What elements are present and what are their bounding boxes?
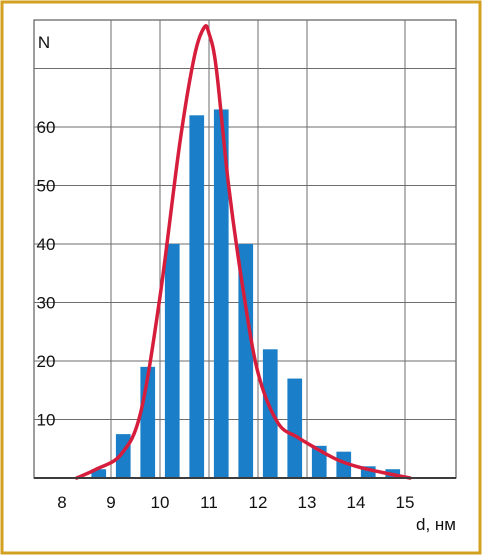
y-tick-label: 40 (37, 235, 56, 254)
histogram-bar (189, 115, 205, 479)
histogram-bar (164, 244, 180, 478)
histogram-bar (91, 469, 107, 478)
y-tick-label: 50 (37, 177, 56, 196)
y-axis-title: N (38, 33, 50, 52)
x-tick-label: 13 (298, 493, 317, 512)
y-axis-ticks: 10 20 30 40 50 60 (37, 118, 56, 430)
histogram-bar (336, 451, 352, 478)
x-tick-label: 9 (106, 493, 115, 512)
distribution-curve (74, 24, 412, 480)
x-tick-label: 11 (200, 493, 218, 512)
x-tick-label: 12 (249, 493, 268, 512)
y-tick-label: 10 (37, 411, 56, 430)
y-tick-label: 60 (37, 118, 56, 137)
y-tick-label: 30 (37, 294, 56, 313)
y-tick-label: 20 (37, 352, 56, 371)
x-axis-title: d, нм (416, 515, 456, 534)
histogram-bar (238, 244, 254, 478)
histogram-bar (287, 378, 303, 478)
x-tick-label: 8 (57, 493, 66, 512)
histogram-bar (360, 466, 376, 478)
x-tick-label: 10 (151, 493, 170, 512)
x-tick-label: 14 (347, 493, 366, 512)
x-tick-label: 15 (396, 493, 415, 512)
histogram-bar (213, 109, 229, 478)
x-axis-ticks: 8 9 10 11 12 13 14 15 (57, 493, 414, 512)
histogram-bar (262, 349, 278, 478)
